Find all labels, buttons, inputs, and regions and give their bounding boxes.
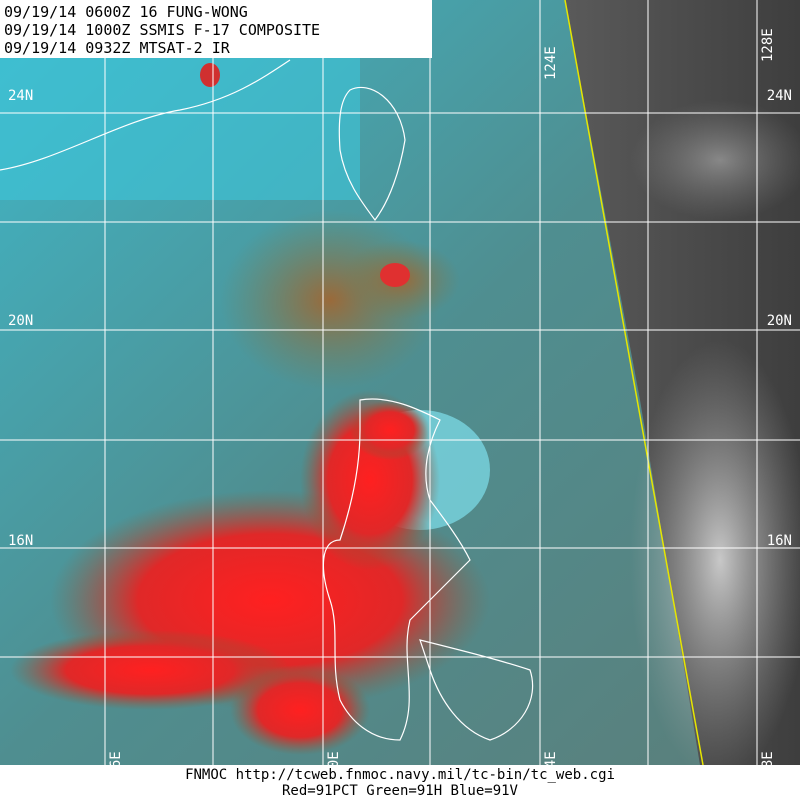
lat-label: 24N <box>8 88 33 104</box>
lat-label: 16N <box>8 533 33 549</box>
lon-label: 124E <box>543 46 559 80</box>
lat-label: 24N <box>767 88 792 104</box>
footer-box <box>0 765 800 800</box>
lon-label: 116E <box>108 751 124 785</box>
header-line: 09/19/14 1000Z SSMIS F-17 COMPOSITE <box>4 21 320 39</box>
lon-label: 120E <box>326 751 342 785</box>
header-line: 09/19/14 0932Z MTSAT-2 IR <box>4 39 231 57</box>
lat-label: 20N <box>8 313 33 329</box>
lon-label: 124E <box>543 751 559 785</box>
header-line: 09/19/14 0600Z 16 FUNG-WONG <box>4 3 248 21</box>
footer-source: FNMOC http://tcweb.fnmoc.navy.mil/tc-bin… <box>185 767 615 783</box>
lon-label: 128E <box>760 28 776 62</box>
header-box <box>0 0 432 58</box>
lon-label: 128E <box>760 751 776 785</box>
footer-channels: Red=91PCT Green=91H Blue=91V <box>282 783 519 799</box>
lat-label: 20N <box>767 313 792 329</box>
lat-label: 16N <box>767 533 792 549</box>
